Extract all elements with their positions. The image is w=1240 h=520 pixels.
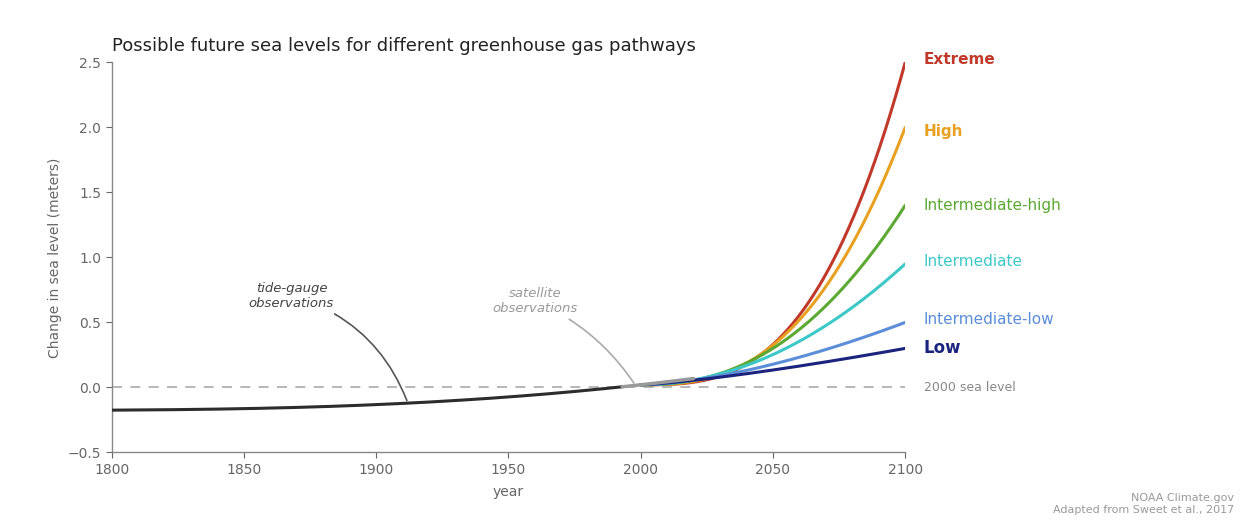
Text: Intermediate-low: Intermediate-low bbox=[924, 313, 1054, 327]
Text: Extreme: Extreme bbox=[924, 53, 996, 67]
Text: Low: Low bbox=[924, 340, 961, 357]
Y-axis label: Change in sea level (meters): Change in sea level (meters) bbox=[48, 157, 62, 358]
X-axis label: year: year bbox=[492, 485, 525, 499]
Text: Possible future sea levels for different greenhouse gas pathways: Possible future sea levels for different… bbox=[112, 37, 696, 55]
Text: Intermediate: Intermediate bbox=[924, 254, 1023, 269]
Text: satellite
observations: satellite observations bbox=[492, 287, 634, 383]
Text: Intermediate-high: Intermediate-high bbox=[924, 198, 1061, 213]
Text: 2000 sea level: 2000 sea level bbox=[924, 381, 1016, 394]
Text: tide-gauge
observations: tide-gauge observations bbox=[249, 282, 407, 400]
Text: NOAA Climate.gov
Adapted from Sweet et al., 2017: NOAA Climate.gov Adapted from Sweet et a… bbox=[1053, 493, 1234, 515]
Text: High: High bbox=[924, 124, 963, 139]
